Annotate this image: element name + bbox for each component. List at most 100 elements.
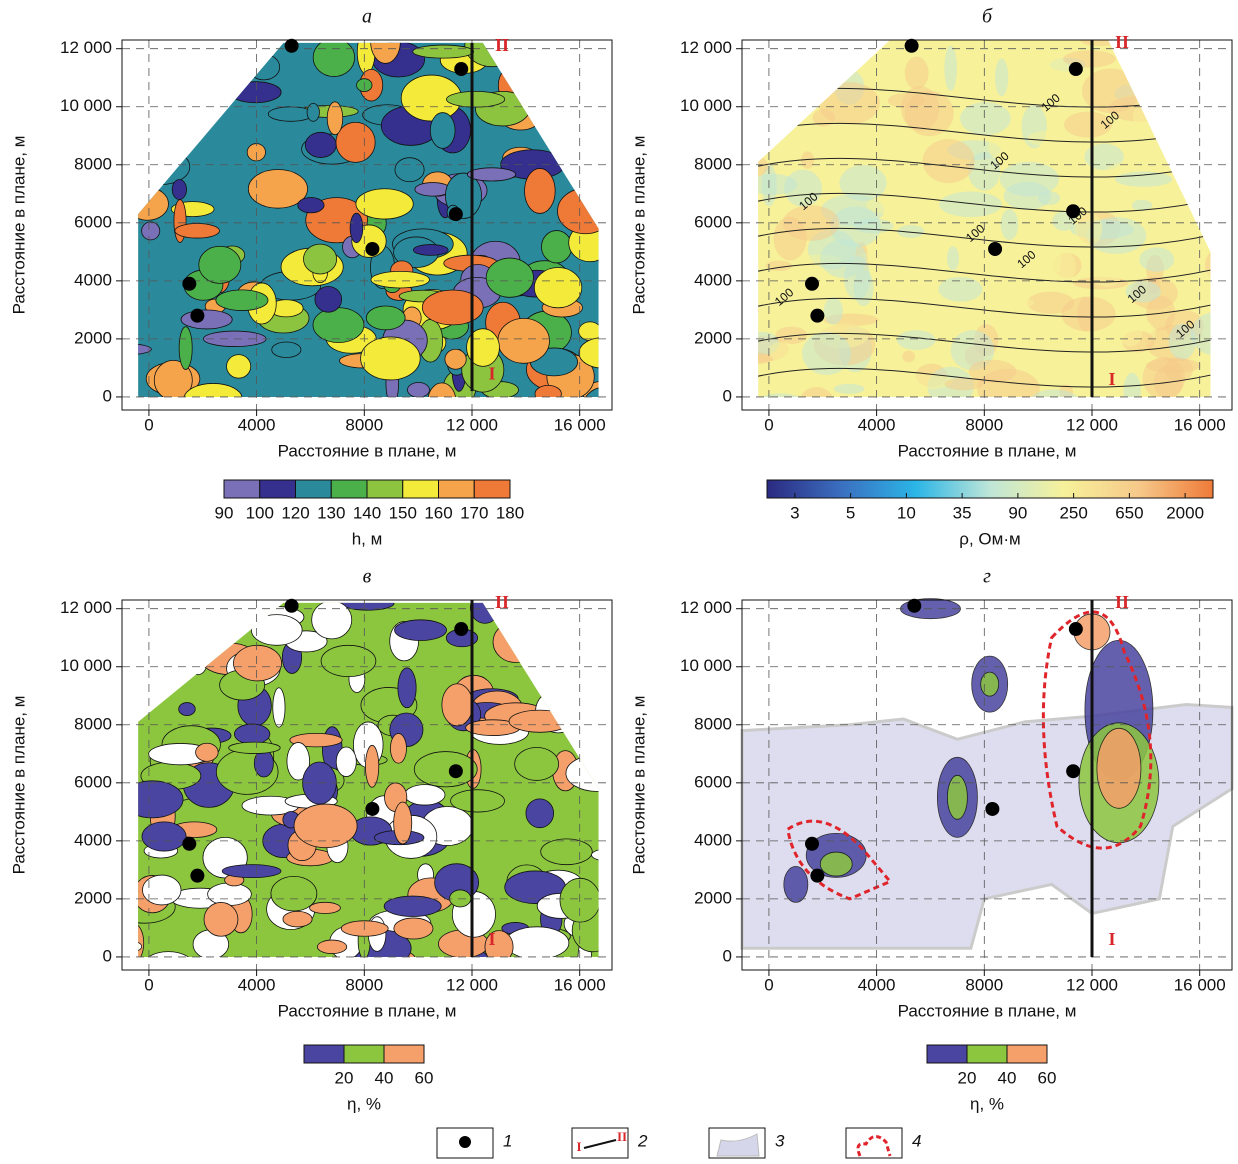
- contour-blob: [498, 318, 550, 363]
- x-axis-label: Расстояние в плане, м: [278, 1001, 457, 1020]
- contour-blob: [516, 47, 540, 64]
- contour-blob: [216, 290, 268, 311]
- contour-blob: [395, 620, 447, 641]
- contour-blob: [321, 645, 376, 676]
- contour-blob: [601, 43, 618, 64]
- contour-blob: [1001, 209, 1019, 240]
- colorbar-segment: [384, 1045, 424, 1063]
- colorbar-tick-label: 3: [790, 503, 799, 522]
- well: [449, 764, 463, 778]
- contour-blob: [586, 103, 631, 128]
- contour-blob: [493, 622, 539, 663]
- y-tick-label: 2000: [74, 328, 112, 347]
- colorbar-tick-label: 60: [1038, 1068, 1057, 1087]
- contour-blob: [422, 290, 483, 325]
- panel: 04000800012 00016 0000200040006000800010…: [629, 566, 1232, 1114]
- well: [988, 242, 1002, 256]
- contour-blob: [442, 684, 473, 726]
- contour-blob: [778, 37, 819, 68]
- contour-blob: [824, 297, 843, 324]
- y-tick-label: 6000: [694, 772, 732, 791]
- contour-fill: [105, 590, 630, 983]
- contour-blob: [1061, 296, 1116, 331]
- well: [190, 309, 204, 323]
- x-tick-label: 0: [144, 975, 153, 994]
- contour-blob: [558, 188, 613, 233]
- section-start-label: I: [488, 929, 495, 949]
- contour-blob: [1164, 60, 1178, 101]
- contour-blob: [394, 802, 412, 844]
- contour-blob: [230, 82, 282, 103]
- contour-blob: [119, 641, 166, 654]
- contour-blob: [784, 866, 808, 902]
- legend-well: [459, 1136, 471, 1148]
- well: [285, 39, 299, 53]
- contour-blob: [122, 781, 183, 818]
- contour-blob: [142, 141, 186, 166]
- contour-blob: [398, 668, 416, 708]
- colorbar-tick-label: 20: [335, 1068, 354, 1087]
- x-tick-label: 4000: [858, 975, 896, 994]
- well: [182, 277, 196, 291]
- contour-blob: [1009, 51, 1069, 89]
- well: [1066, 764, 1080, 778]
- colorbar-segment: [927, 1045, 967, 1063]
- contour-blob: [562, 129, 585, 165]
- y-axis-label: Расстояние в плане, м: [629, 696, 648, 875]
- contour-blob: [226, 54, 240, 67]
- contour-blob: [897, 330, 936, 350]
- contour-blob: [854, 270, 874, 306]
- well: [182, 837, 196, 851]
- well: [365, 802, 379, 816]
- contour-blob: [109, 940, 141, 953]
- y-tick-label: 0: [103, 946, 112, 965]
- contour-blob: [535, 385, 561, 402]
- y-axis-label: Расстояние в плане, м: [629, 136, 648, 315]
- well: [449, 207, 463, 221]
- colorbar-tick-label: 180: [496, 503, 524, 522]
- contour-blob: [1216, 106, 1228, 124]
- y-tick-label: 6000: [694, 212, 732, 231]
- x-axis-label: Расстояние в плане, м: [278, 441, 457, 460]
- contour-blob: [1038, 191, 1060, 205]
- contour-blob: [1191, 312, 1238, 355]
- contour-blob: [336, 747, 356, 777]
- contour-blob: [341, 596, 394, 610]
- contour-blob: [395, 158, 424, 182]
- contour-blob: [394, 918, 433, 939]
- contour-blob: [515, 748, 559, 781]
- x-tick-label: 0: [144, 415, 153, 434]
- colorbar-tick-label: 60: [415, 1068, 434, 1087]
- figure: 04000800012 00016 0000200040006000800010…: [0, 0, 1238, 1159]
- contour-blob: [305, 132, 336, 157]
- contour-blob: [820, 852, 852, 876]
- y-tick-label: 4000: [74, 270, 112, 289]
- y-tick-label: 0: [723, 946, 732, 965]
- colorbar-tick-label: 35: [953, 503, 972, 522]
- contour-blob: [560, 878, 600, 922]
- contour-blob: [210, 67, 239, 100]
- contour-blob: [371, 19, 401, 64]
- colorbar-tick-label: 160: [424, 503, 452, 522]
- y-tick-label: 0: [723, 386, 732, 405]
- panel-title: г: [983, 566, 991, 588]
- contour-blob: [186, 78, 231, 89]
- contour-blob: [756, 393, 805, 411]
- contour-blob: [764, 100, 799, 138]
- contour-blob: [428, 383, 456, 420]
- x-tick-label: 12 000: [446, 415, 498, 434]
- contour-blob: [273, 688, 285, 727]
- contour-blob: [748, 71, 769, 89]
- colorbar-tick-label: 20: [958, 1068, 977, 1087]
- contour-blob: [786, 98, 810, 110]
- section-start-label: I: [1108, 369, 1115, 389]
- contour-blob: [283, 911, 312, 927]
- contour-blob: [313, 308, 364, 343]
- contour-blob: [486, 258, 533, 297]
- contour-blob: [592, 57, 625, 78]
- x-tick-label: 8000: [965, 415, 1003, 434]
- colorbar-segment: [260, 480, 296, 498]
- contour-blob: [371, 271, 430, 288]
- legend: 1III234: [437, 1128, 921, 1158]
- contour-blob: [839, 165, 886, 201]
